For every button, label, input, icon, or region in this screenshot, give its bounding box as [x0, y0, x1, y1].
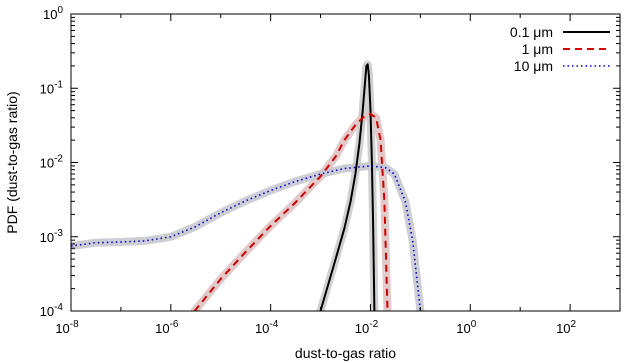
x-tick-label: 10-2 — [355, 319, 379, 336]
y-tick-label: 10-4 — [40, 302, 64, 319]
band-series-3 — [71, 161, 425, 311]
y-axis-label: PDF (dust-to-gas ratio) — [4, 91, 20, 233]
x-tick-label: 100 — [456, 319, 476, 336]
y-tick-label: 10-2 — [40, 154, 64, 171]
y-tick-label: 100 — [43, 5, 63, 22]
x-tick-label: 10-6 — [155, 319, 179, 336]
x-tick-label: 10-4 — [255, 319, 279, 336]
x-tick-labels: 10-8 10-6 10-4 10-2 100 102 — [55, 319, 576, 336]
band-series-1 — [316, 60, 379, 311]
x-tick-label: 102 — [556, 319, 576, 336]
x-tick-label: 10-8 — [55, 319, 79, 336]
uncertainty-bands — [71, 60, 425, 311]
y-tick-label: 10-1 — [40, 79, 64, 96]
line-series-2 — [193, 113, 389, 311]
series-lines — [71, 63, 422, 311]
legend-label-3: 10 μm — [514, 58, 553, 74]
x-axis-label: dust-to-gas ratio — [295, 345, 396, 361]
y-tick-label: 10-3 — [40, 228, 64, 245]
line-series-1 — [319, 63, 376, 311]
y-tick-labels: 10-4 10-3 10-2 10-1 100 — [40, 5, 64, 319]
legend-label-2: 1 μm — [522, 41, 553, 57]
legend-label-1: 0.1 μm — [510, 24, 553, 40]
axis-ticks — [70, 13, 621, 312]
